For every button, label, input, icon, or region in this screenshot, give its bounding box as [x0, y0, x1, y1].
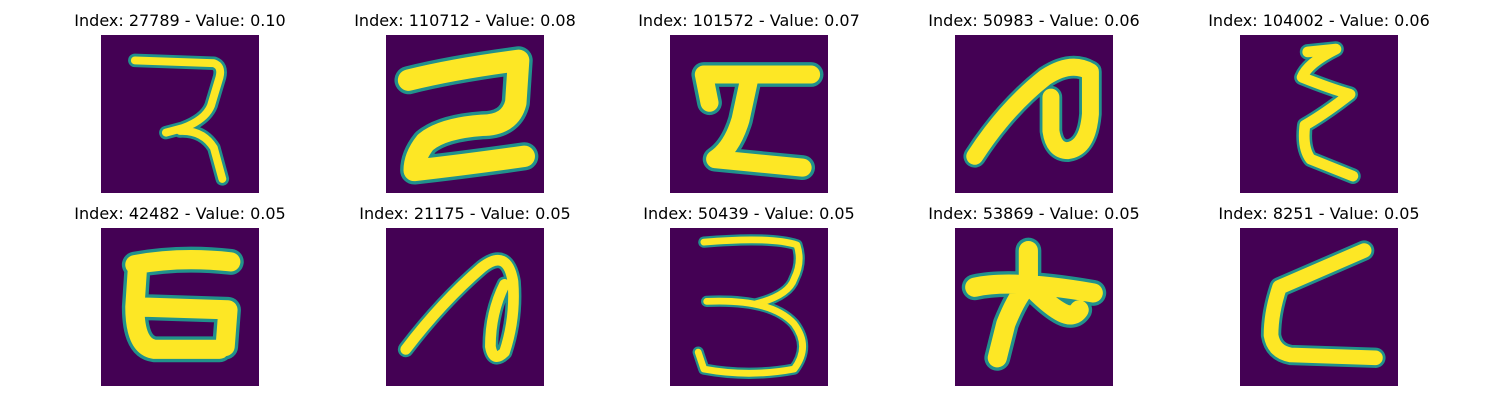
panel-title: Index: 104002 - Value: 0.06 [1208, 11, 1430, 30]
digit-image [386, 35, 544, 193]
panel-title: Index: 8251 - Value: 0.05 [1218, 204, 1420, 223]
digit-image [1240, 228, 1398, 386]
panel-title: Index: 110712 - Value: 0.08 [354, 11, 576, 30]
digit-image [101, 228, 259, 386]
digit-image [101, 35, 259, 193]
digit-image [955, 228, 1113, 386]
panel-title: Index: 21175 - Value: 0.05 [359, 204, 571, 223]
panel-title: Index: 27789 - Value: 0.10 [74, 11, 286, 30]
panel-title: Index: 101572 - Value: 0.07 [638, 11, 860, 30]
digit-image [386, 228, 544, 386]
digit-image [670, 35, 828, 193]
digit-image [955, 35, 1113, 193]
panel-title: Index: 50439 - Value: 0.05 [643, 204, 855, 223]
digit-image [670, 228, 828, 386]
digit-image [1240, 35, 1398, 193]
panel-title: Index: 42482 - Value: 0.05 [74, 204, 286, 223]
panel-title: Index: 53869 - Value: 0.05 [928, 204, 1140, 223]
panel-title: Index: 50983 - Value: 0.06 [928, 11, 1140, 30]
